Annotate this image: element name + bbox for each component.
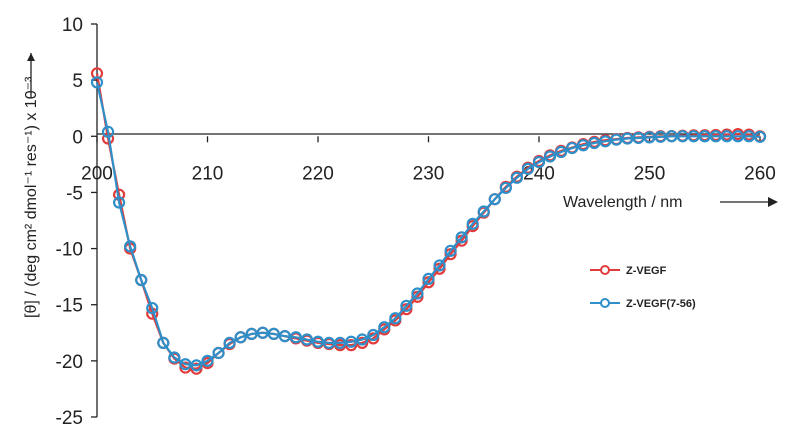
data-point xyxy=(212,346,225,360)
data-point xyxy=(146,301,159,315)
data-point xyxy=(267,327,280,341)
data-point xyxy=(157,336,170,349)
data-point xyxy=(543,150,557,163)
x-tick-label: 220 xyxy=(302,163,334,184)
x-tick-label: 260 xyxy=(744,163,776,184)
data-point xyxy=(566,141,579,155)
data-point xyxy=(389,312,402,325)
data-point xyxy=(256,326,269,339)
data-point xyxy=(367,328,380,342)
y-axis-label-group: [θ] / (deg cm² dmol⁻¹ res⁻¹) x 10⁻³ xyxy=(23,53,40,318)
x-axis-label-group: Wavelength / nm xyxy=(563,194,778,211)
y-axis-label: [θ] / (deg cm² dmol⁻¹ res⁻¹) x 10⁻³ xyxy=(23,76,40,318)
x-tick-label: 250 xyxy=(634,163,666,184)
x-axis-arrowhead xyxy=(768,197,778,207)
y-axis-arrowhead xyxy=(27,53,35,61)
data-point xyxy=(101,125,115,138)
data-point xyxy=(488,193,501,206)
data-point xyxy=(245,327,258,341)
data-point xyxy=(477,205,490,218)
data-point xyxy=(179,358,192,371)
data-point xyxy=(610,133,623,146)
series-0 xyxy=(90,67,767,375)
series-line xyxy=(95,82,761,367)
y-tick-labels: 10 5 0 -5 -10 -15 -20 -25 xyxy=(56,15,97,424)
x-tick-label: 200 xyxy=(81,163,113,184)
legend: Z-VEGF Z-VEGF(7-56) xyxy=(590,265,696,310)
x-tick-label: 210 xyxy=(192,163,224,184)
series-layer xyxy=(90,67,767,375)
series-1 xyxy=(90,76,767,372)
y-tick-label: 5 xyxy=(72,71,83,92)
x-axis-label: Wavelength / nm xyxy=(563,194,682,211)
data-point xyxy=(433,259,446,272)
data-point xyxy=(278,330,291,343)
data-point xyxy=(499,181,512,195)
data-point xyxy=(356,333,369,346)
data-point xyxy=(444,244,457,257)
data-point xyxy=(311,335,325,348)
data-point xyxy=(201,354,214,367)
legend-label-z-vegf: Z-VEGF xyxy=(626,265,667,277)
data-point xyxy=(588,136,601,150)
data-point xyxy=(422,272,435,285)
y-tick-label: -5 xyxy=(66,183,83,204)
y-tick-label: -20 xyxy=(56,352,83,373)
data-point xyxy=(345,335,358,348)
data-point xyxy=(521,162,535,175)
data-point xyxy=(112,196,126,209)
legend-marker-z-vegf xyxy=(600,265,610,275)
legend-entry-z-vegf: Z-VEGF xyxy=(590,265,667,277)
data-point xyxy=(400,299,413,312)
y-tick-label: -25 xyxy=(56,408,83,424)
y-tick-label: 10 xyxy=(62,15,83,36)
data-point xyxy=(300,333,314,346)
data-point xyxy=(466,217,479,230)
legend-entry-z-vegf-7-56: Z-VEGF(7-56) xyxy=(590,298,696,310)
y-tick-label: 0 xyxy=(72,127,83,148)
legend-label-z-vegf-7-56: Z-VEGF(7-56) xyxy=(626,298,696,310)
data-point xyxy=(411,287,424,300)
y-tick-label: -10 xyxy=(56,240,83,261)
data-point xyxy=(753,130,767,143)
x-tick-label: 240 xyxy=(523,163,555,184)
legend-marker-z-vegf-7-56 xyxy=(600,298,610,308)
data-point xyxy=(289,331,302,344)
data-point xyxy=(234,331,247,344)
data-point xyxy=(577,139,590,152)
data-point xyxy=(378,321,391,334)
y-tick-label: -15 xyxy=(56,296,83,317)
x-tick-labels: 200 210 220 230 240 250 260 xyxy=(81,136,776,184)
data-point xyxy=(190,359,203,372)
data-point xyxy=(124,240,137,253)
data-point xyxy=(135,273,148,287)
data-point xyxy=(510,171,524,184)
data-point xyxy=(455,231,468,244)
data-point xyxy=(532,156,546,169)
data-point xyxy=(554,145,568,159)
data-point xyxy=(599,135,612,148)
data-point xyxy=(334,336,347,349)
data-point xyxy=(223,336,236,349)
data-point xyxy=(90,76,104,89)
series-line xyxy=(95,73,761,370)
data-point xyxy=(168,351,181,364)
x-tick-label: 230 xyxy=(413,163,445,184)
